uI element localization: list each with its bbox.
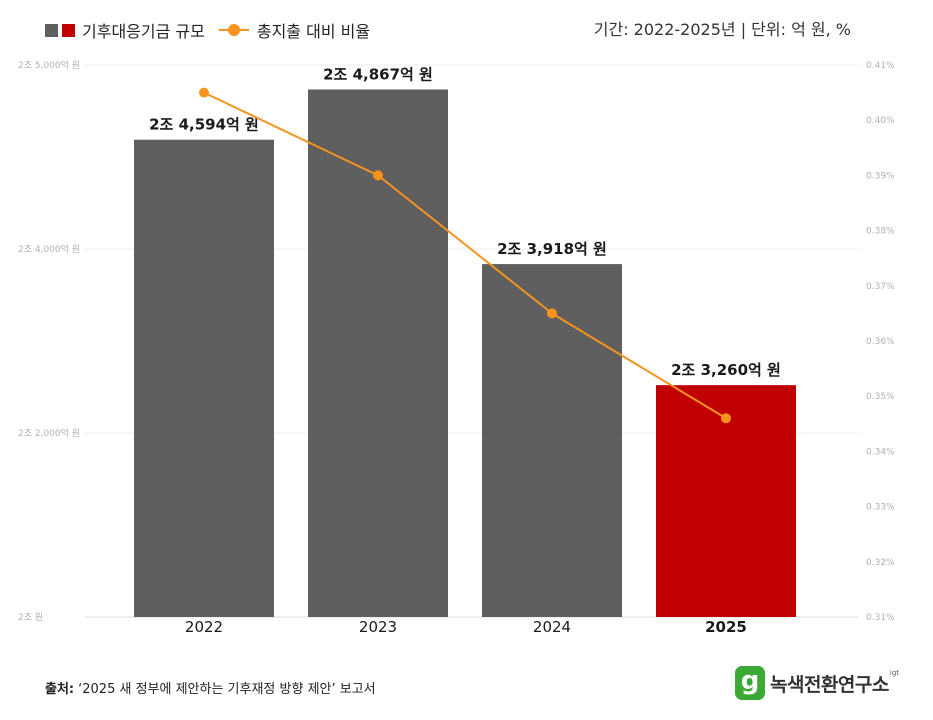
y-right-tick-label: 0.32% (866, 558, 895, 568)
ratio-line (203, 91, 727, 420)
y-right-axis: 0.41% 0.40% 0.39% 0.38% 0.37% 0.36% 0.35% 0.34%… (866, 61, 895, 623)
y-right-tick-label: 0.34% (866, 447, 895, 457)
y-right-tick-label: 0.31% (866, 613, 895, 623)
org-logo: g 녹색전환연구소 igt (735, 665, 899, 701)
y-right-tick-label: 0.35% (866, 392, 895, 402)
logo-mark-icon: g (735, 666, 765, 700)
source-label: 출처: (45, 682, 75, 697)
bar-2025 (656, 385, 796, 617)
bar-value-labels: 2조 4,594억 원 2조 4,867억 원 2조 3,918억 원 2조 3,26… (149, 65, 781, 379)
period-unit-note: 기간: 2022-2025년 | 단위: 억 원, % (593, 20, 851, 39)
legend-line-label: 총지출 대비 비율 (256, 22, 371, 41)
y-left-tick-label: 2조 2,000억 원 (18, 427, 80, 439)
y-right-tick-label: 0.38% (866, 227, 895, 237)
legend-line-marker (218, 18, 249, 42)
y-right-tick-label: 0.37% (866, 282, 895, 292)
y-right-tick-label: 0.36% (866, 337, 895, 347)
y-left-tick-label: 2조 5,000억 원 (18, 59, 80, 71)
legend-dot (227, 24, 240, 36)
y-left-tick-label: 2조 원 (18, 612, 43, 623)
bar-2023 (308, 89, 448, 618)
chart-legend: 기후대응기금 규모 총지출 대비 비율 (45, 18, 370, 42)
y-right-tick-label: 0.33% (866, 503, 895, 513)
y-right-tick-label: 0.40% (866, 116, 895, 126)
bar-value-label: 2조 3,260억 원 (671, 361, 781, 379)
bar-2024 (482, 264, 622, 617)
legend-swatch-red (62, 23, 75, 37)
bar-value-label: 2조 4,867억 원 (323, 65, 433, 83)
legend-swatch-gray (45, 23, 58, 37)
y-right-tick-label: 0.41% (866, 61, 895, 71)
legend-bar-label: 기후대응기금 규모 (82, 22, 205, 41)
x-axis: 2022 2023 2024 2025 (185, 618, 747, 636)
x-tick-label: 2024 (533, 618, 571, 636)
bar-value-label: 2조 3,918억 원 (497, 240, 607, 258)
ratio-point-2025 (721, 413, 731, 424)
logo-suffix: igt (889, 669, 900, 677)
y-left-tick-label: 2조 4,000억 원 (18, 243, 80, 255)
y-left-axis: 2조 5,000억 원 2조 4,000억 원 2조 2,000억 원 2조 원 (18, 59, 80, 623)
ratio-point-2022 (199, 87, 209, 98)
y-right-tick-label: 0.39% (866, 171, 895, 181)
source-text: ‘2025 새 정부에 제안하는 기후재정 방향 제안’ 보고서 (78, 682, 376, 697)
logo-text: 녹색전환연구소 (770, 673, 889, 696)
ratio-point-2024 (547, 308, 557, 319)
ratio-point-2023 (373, 170, 383, 181)
source-note: 출처: ‘2025 새 정부에 제안하는 기후재정 방향 제안’ 보고서 (45, 678, 376, 697)
bar-2022 (134, 139, 274, 618)
bars (134, 89, 796, 618)
x-tick-label: 2023 (359, 618, 397, 636)
x-tick-label: 2025 (705, 618, 747, 636)
ratio-line-group (199, 87, 731, 424)
bar-value-label: 2조 4,594억 원 (149, 116, 259, 134)
x-tick-label: 2022 (185, 618, 223, 636)
